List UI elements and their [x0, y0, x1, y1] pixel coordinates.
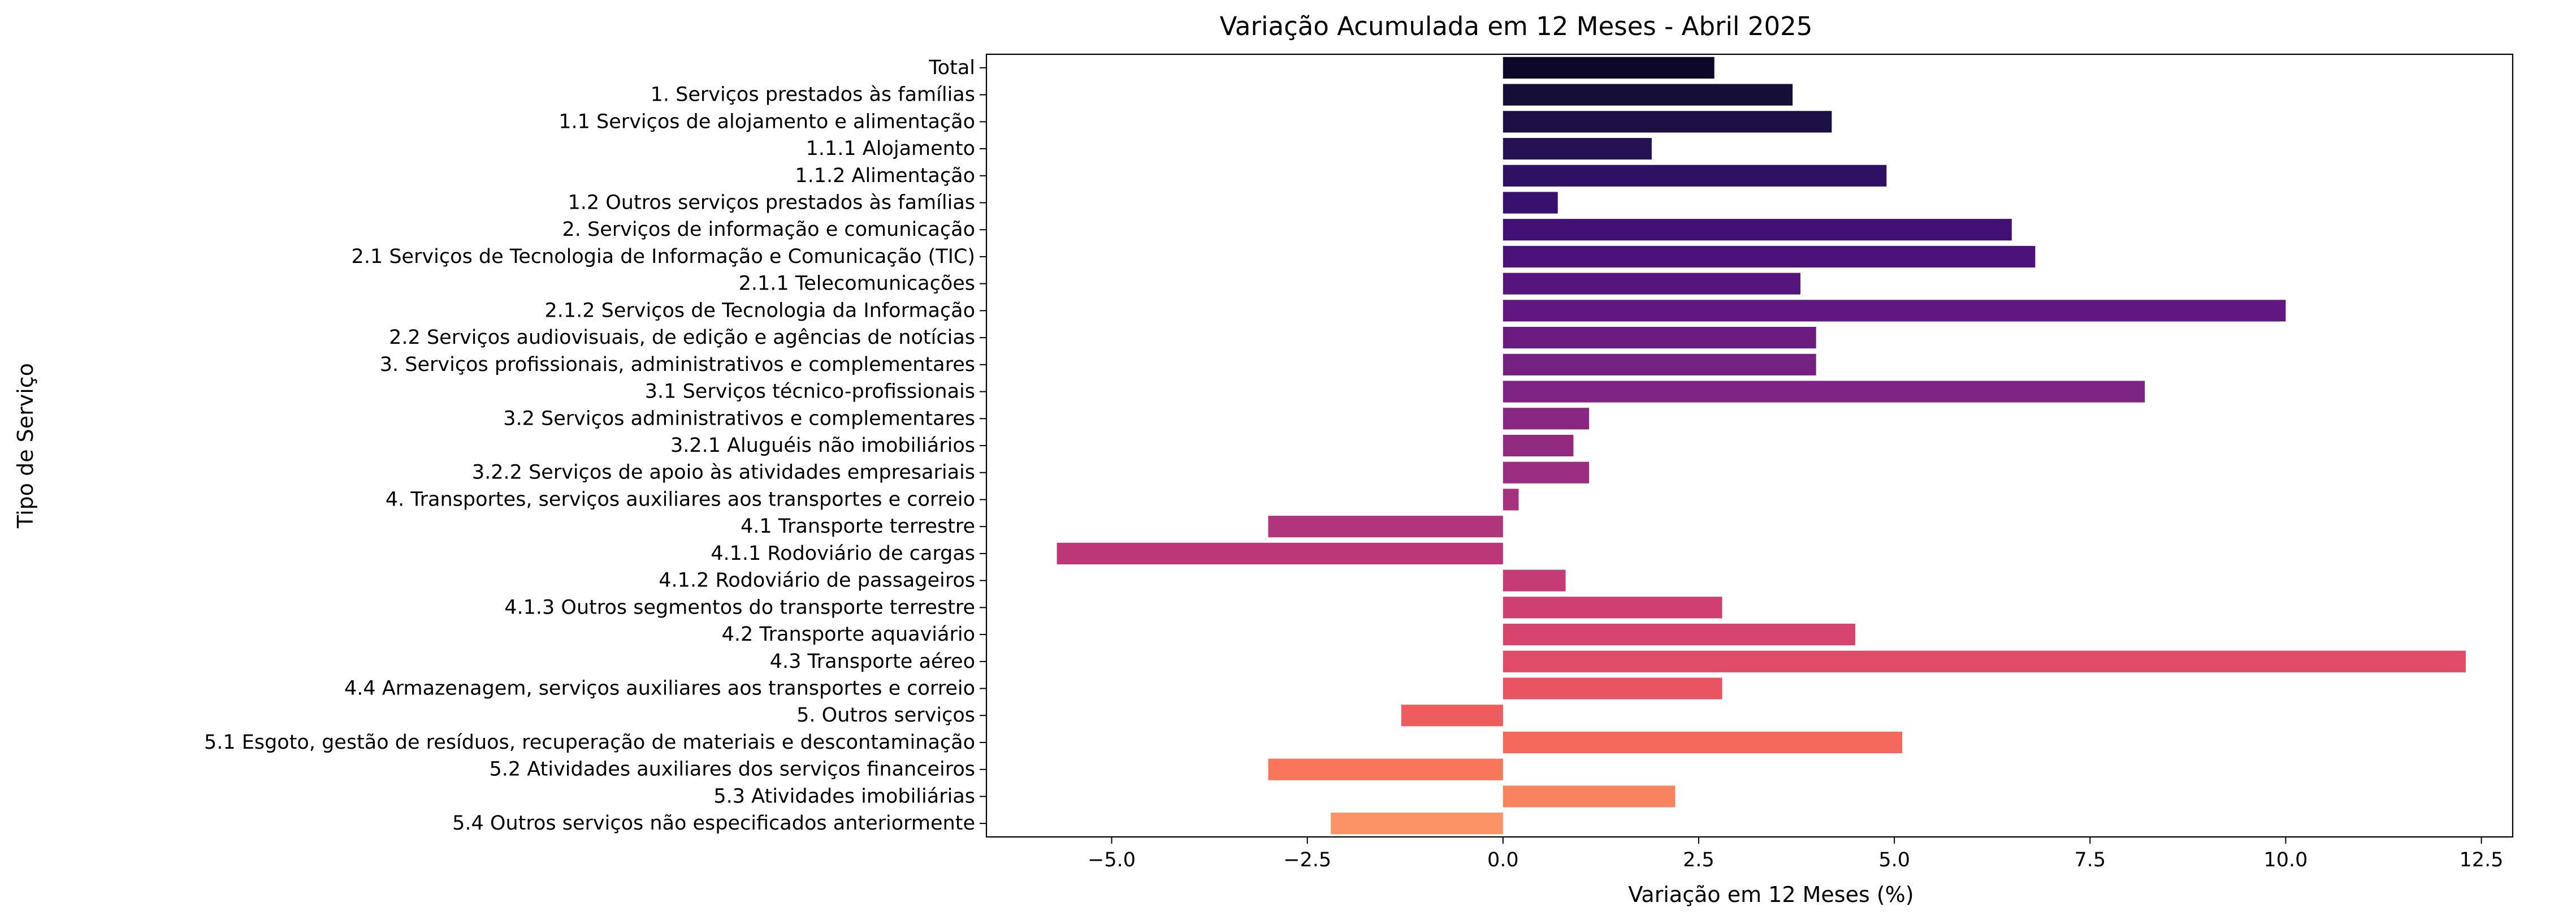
plot-frame: [985, 53, 2514, 838]
y-tick-label: 2.1 Serviços de Tecnologia de Informação…: [352, 245, 975, 268]
bar: [1503, 84, 1793, 106]
y-tick-label: 1. Serviços prestados às famílias: [651, 84, 975, 106]
y-tick-label: Total: [928, 57, 975, 79]
bar: [1503, 137, 1652, 160]
y-tick-label: 4. Transportes, serviços auxiliares aos …: [386, 488, 975, 511]
bar: [1503, 300, 2286, 322]
x-tick-label: 12.5: [2460, 849, 2504, 871]
bar: [1503, 219, 2012, 241]
bar: [1503, 597, 1722, 619]
y-tick-label: 4.1.3 Outros segmentos do transporte ter…: [504, 596, 975, 619]
y-tick-label: 3.2.1 Aluguéis não imobiliários: [670, 434, 975, 457]
x-ticks: −5.0 −2.5 0.0 2.5 5.0 7.5 10.0 12.5: [1088, 837, 2504, 871]
y-tick-label: 1.1 Serviços de alojamento e alimentação: [559, 110, 975, 133]
bar: [1503, 461, 1590, 483]
bar: [1503, 245, 2036, 268]
bar: [1503, 192, 1558, 214]
bar: [1503, 381, 2145, 403]
x-axis-label: Variação em 12 Meses (%): [1628, 882, 1913, 907]
x-tick-label: −2.5: [1283, 849, 1331, 871]
y-tick-label: 3.1 Serviços técnico-profissionais: [645, 381, 975, 403]
y-tick-label: 3. Serviços profissionais, administrativ…: [380, 353, 975, 376]
y-tick-label: 2. Serviços de informação e comunicação: [562, 218, 975, 241]
bar: [1401, 705, 1503, 727]
bar: [1268, 516, 1503, 538]
y-tick-label: 3.2.2 Serviços de apoio às atividades em…: [472, 461, 975, 484]
y-tick-label: 1.1.1 Alojamento: [806, 137, 975, 160]
x-tick-label: 7.5: [2074, 849, 2106, 871]
y-tick-label: 4.1 Transporte terrestre: [741, 515, 975, 538]
y-tick-label: 4.4 Armazenagem, serviços auxiliares aos…: [344, 677, 975, 700]
y-tick-label: 4.2 Transporte aquaviário: [722, 623, 975, 646]
y-tick-label: 4.3 Transporte aéreo: [770, 650, 975, 673]
bar: [1503, 434, 1574, 457]
bar: [1503, 785, 1676, 808]
bar: [1503, 408, 1590, 430]
y-tick-label: 5. Outros serviços: [796, 704, 975, 727]
y-tick-label: 5.3 Atividades imobiliárias: [713, 785, 975, 808]
bar: [1503, 731, 1902, 754]
y-tick-label: 5.2 Atividades auxiliares dos serviços f…: [490, 758, 975, 781]
bar: [1057, 542, 1503, 564]
bar: [1503, 273, 1800, 295]
y-tick-label: 5.1 Esgoto, gestão de resíduos, recupera…: [204, 731, 975, 754]
bar: [1503, 57, 1715, 79]
y-tick-label: 2.1.2 Serviços de Tecnologia da Informaç…: [544, 299, 975, 322]
x-tick-label: 0.0: [1487, 849, 1519, 871]
bar: [1503, 327, 1816, 349]
x-tick-label: 2.5: [1683, 849, 1715, 871]
bar: [1503, 623, 1855, 646]
bars-layer: [1057, 57, 2466, 835]
y-tick-label: 4.1.1 Rodoviário de cargas: [711, 542, 975, 565]
bar: [1503, 650, 2466, 672]
bar: [1503, 165, 1887, 187]
bar: [1503, 677, 1722, 700]
bar: [1331, 813, 1503, 835]
x-tick-label: −5.0: [1088, 849, 1136, 871]
y-tick-label: 3.2 Serviços administrativos e complemen…: [503, 407, 975, 430]
y-tick-label: 4.1.2 Rodoviário de passageiros: [659, 569, 975, 592]
bar: [1503, 489, 1519, 511]
y-tick-label: 1.1.2 Alimentação: [795, 165, 975, 187]
y-tick-label: 2.2 Serviços audiovisuais, de edição e a…: [389, 326, 975, 349]
chart-title: Variação Acumulada em 12 Meses - Abril 2…: [1220, 11, 1813, 41]
y-tick-labels: Total 1. Serviços prestados às famílias 1.…: [204, 57, 986, 835]
bar: [1503, 353, 1816, 375]
bar: [1503, 111, 1832, 133]
x-tick-label: 5.0: [1878, 849, 1910, 871]
x-tick-label: 10.0: [2263, 849, 2307, 871]
y-tick-label: 5.4 Outros serviços não especificados an…: [452, 812, 975, 835]
bar: [1268, 758, 1503, 780]
bar: [1503, 569, 1566, 591]
y-axis-label: Tipo de Serviço: [13, 363, 38, 529]
y-tick-label: 1.2 Outros serviços prestados às família…: [568, 191, 975, 214]
y-tick-label: 2.1.1 Telecomunicações: [739, 273, 975, 295]
